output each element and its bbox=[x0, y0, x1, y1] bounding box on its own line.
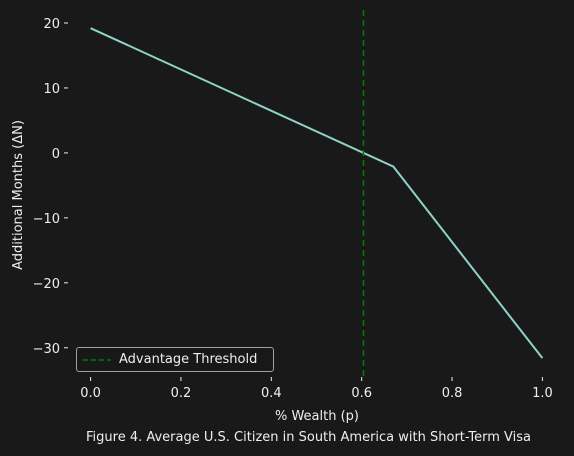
x-tick-label: 0.4 bbox=[261, 386, 282, 401]
y-tick-label: 20 bbox=[43, 17, 60, 32]
x-tick-label: 0.0 bbox=[80, 386, 101, 401]
chart-marks bbox=[90, 10, 544, 377]
x-tick-label: 0.2 bbox=[171, 386, 192, 401]
figure-caption: Figure 4. Average U.S. Citizen in South … bbox=[86, 430, 531, 445]
y-axis-label: Additional Months (ΔN) bbox=[11, 120, 26, 270]
y-tick-label: −30 bbox=[33, 342, 60, 357]
x-tick-label: 0.6 bbox=[351, 386, 372, 401]
x-tick-label: 0.8 bbox=[442, 386, 463, 401]
y-tick-label: −20 bbox=[33, 277, 60, 292]
y-tick-label: −10 bbox=[33, 212, 60, 227]
legend: Advantage Threshold bbox=[76, 347, 274, 372]
x-tick-label: 1.0 bbox=[532, 386, 553, 401]
x-axis-label: % Wealth (p) bbox=[275, 409, 359, 424]
legend-swatch-dashed-line bbox=[83, 358, 111, 361]
legend-label: Advantage Threshold bbox=[119, 352, 258, 367]
y-tick-label: 10 bbox=[43, 82, 60, 97]
y-tick-label: 0 bbox=[52, 147, 60, 162]
series-line bbox=[90, 27, 544, 359]
axis-ticks: 0.0 0.2 0.4 0.6 0.8 1.0 20 10 0 −10 −20 −30 bbox=[33, 17, 553, 401]
